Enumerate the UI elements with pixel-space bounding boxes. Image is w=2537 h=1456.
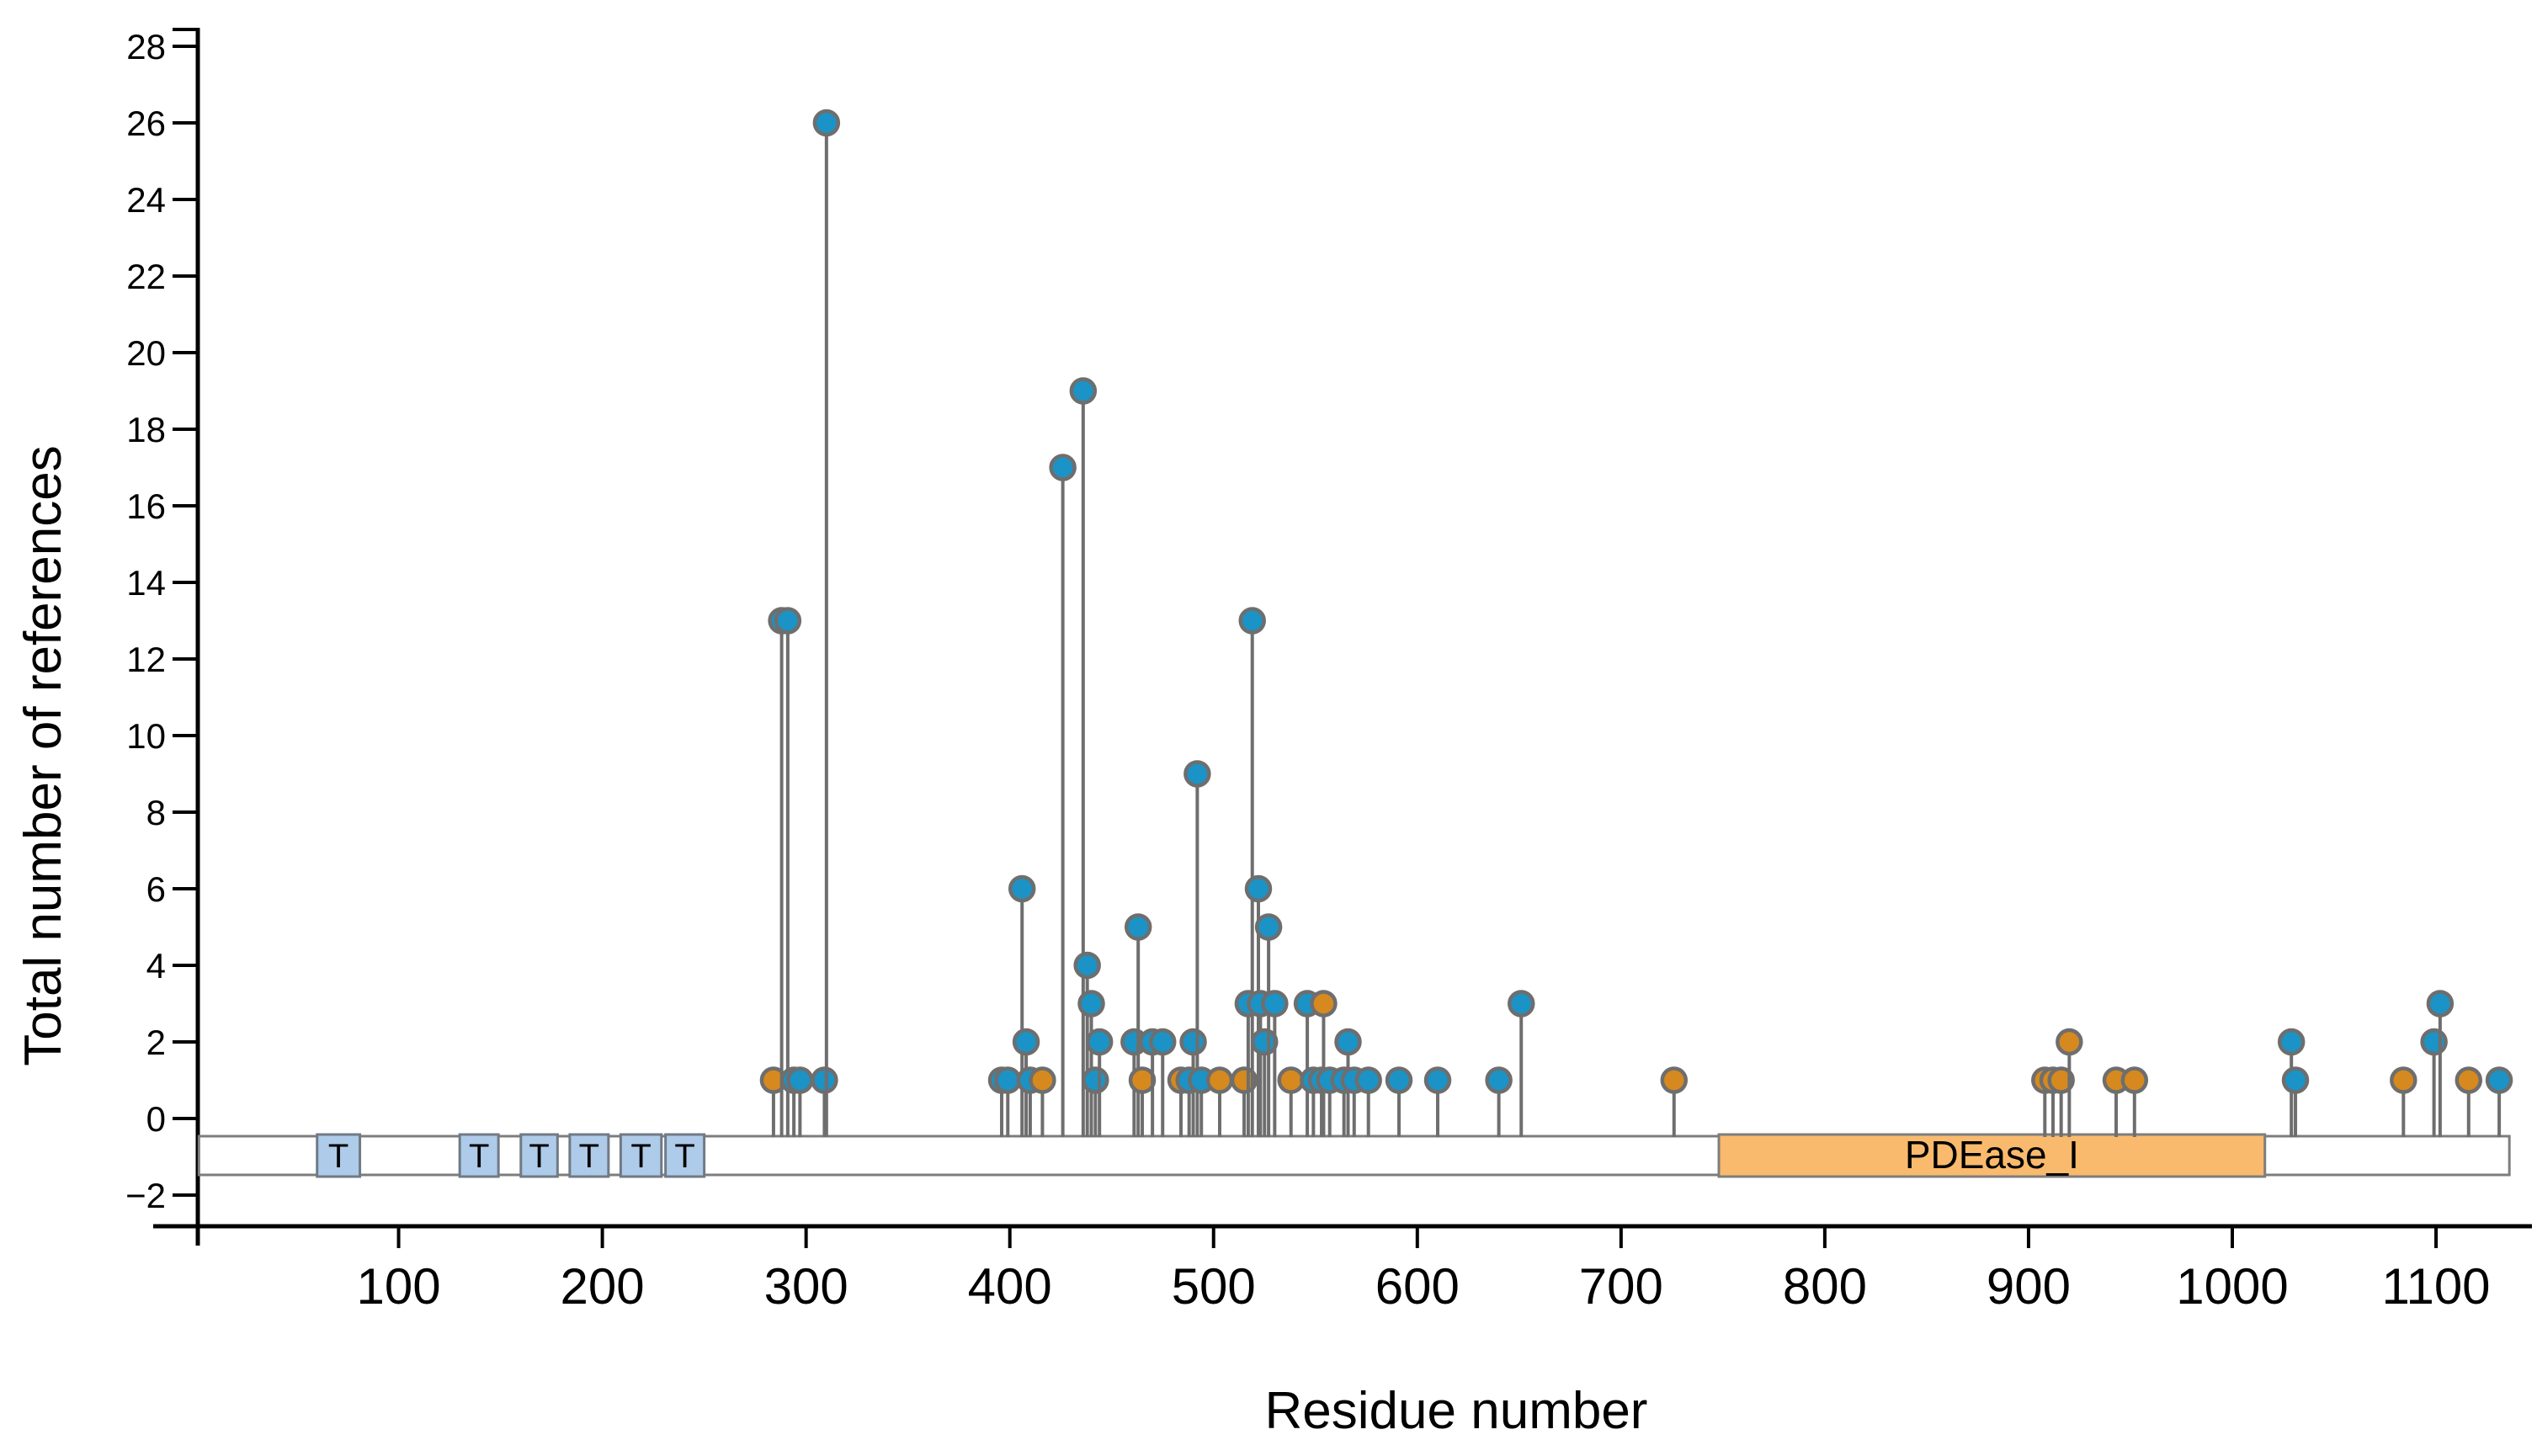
mutation-dot[interactable] xyxy=(2390,1066,2417,1094)
mutation-dot[interactable] xyxy=(1077,990,1105,1018)
mutation-dot[interactable] xyxy=(1310,990,1338,1018)
mutation-dot[interactable] xyxy=(1230,1066,1258,1094)
y-tick-label: 26 xyxy=(126,104,166,143)
domain-box-pdease[interactable] xyxy=(1717,1133,2267,1178)
x-tick-label: 1000 xyxy=(2176,1258,2288,1315)
x-tick-label: 500 xyxy=(1172,1258,1256,1315)
mutation-dot[interactable] xyxy=(994,1066,1022,1094)
mutation-dot[interactable] xyxy=(1049,454,1077,481)
domain-box-t-label: T xyxy=(674,1138,694,1175)
y-axis-title: Total number of references xyxy=(14,445,72,1066)
x-tick-label: 100 xyxy=(356,1258,440,1315)
domain-box-t[interactable] xyxy=(519,1133,559,1178)
x-tick-label: 900 xyxy=(1987,1258,2071,1315)
mutation-dot[interactable] xyxy=(2485,1066,2513,1094)
mutation-dot[interactable] xyxy=(774,607,802,635)
mutation-dot[interactable] xyxy=(1205,1066,1234,1094)
mutation-dot[interactable] xyxy=(2420,1028,2448,1056)
mutation-dot[interactable] xyxy=(1012,1028,1040,1056)
domain-box-t[interactable] xyxy=(619,1133,663,1178)
mutation-dot[interactable] xyxy=(1277,1066,1305,1094)
mutation-dot[interactable] xyxy=(1334,1028,1362,1056)
y-tick-label: 22 xyxy=(126,257,166,296)
mutation-dot[interactable] xyxy=(1244,874,1273,903)
mutation-dot[interactable] xyxy=(811,1066,838,1094)
mutation-dot[interactable] xyxy=(2047,1066,2075,1094)
y-tick-label: 18 xyxy=(126,410,166,449)
mutation-dot[interactable] xyxy=(1485,1066,1513,1094)
mutation-dot[interactable] xyxy=(1251,1028,1279,1056)
mutation-dot[interactable] xyxy=(1507,990,1535,1018)
y-tick-label: 16 xyxy=(126,486,166,526)
mutation-dot[interactable] xyxy=(1069,377,1098,405)
domain-box-t-label: T xyxy=(529,1138,549,1175)
mutation-dot[interactable] xyxy=(1183,760,1211,788)
mutation-dot[interactable] xyxy=(812,109,841,137)
y-tick-label: 20 xyxy=(126,333,166,373)
mutation-dot[interactable] xyxy=(1423,1066,1452,1094)
mutation-dot[interactable] xyxy=(1029,1066,1056,1094)
x-tick-label: 600 xyxy=(1375,1258,1460,1315)
domain-box-t[interactable] xyxy=(664,1133,706,1178)
x-tick-label: 400 xyxy=(968,1258,1052,1315)
mutation-dot[interactable] xyxy=(2455,1066,2483,1094)
y-tick-label: 0 xyxy=(146,1099,166,1139)
x-tick-label: 700 xyxy=(1579,1258,1663,1315)
mutation-dot[interactable] xyxy=(2277,1028,2306,1056)
mutation-dot[interactable] xyxy=(1179,1028,1207,1056)
mutation-dot[interactable] xyxy=(1085,1028,1114,1056)
y-tick-label: 28 xyxy=(126,27,166,66)
mutation-dot[interactable] xyxy=(2281,1066,2310,1094)
domain-box-t-label: T xyxy=(469,1138,489,1175)
domain-box-t-label: T xyxy=(328,1138,348,1175)
mutation-dot[interactable] xyxy=(1148,1028,1177,1056)
y-tick-label: 4 xyxy=(146,946,166,986)
mutation-dot[interactable] xyxy=(1254,913,1283,941)
mutation-dot[interactable] xyxy=(1354,1066,1382,1094)
y-tick-label: 6 xyxy=(146,869,166,909)
y-tick-label: 24 xyxy=(126,180,166,220)
mutation-dot[interactable] xyxy=(1073,951,1101,980)
y-tick-label: 8 xyxy=(146,793,166,832)
mutation-dot[interactable] xyxy=(2120,1066,2149,1094)
mutation-dot[interactable] xyxy=(1385,1066,1413,1094)
mutation-dot[interactable] xyxy=(1238,607,1266,635)
domain-box-t[interactable] xyxy=(458,1133,500,1178)
x-tick-label: 800 xyxy=(1783,1258,1867,1315)
x-tick-label: 300 xyxy=(764,1258,848,1315)
mutation-dot[interactable] xyxy=(1128,1066,1157,1094)
x-tick-label: 200 xyxy=(561,1258,645,1315)
mutation-dot[interactable] xyxy=(1124,913,1152,941)
mutation-dot[interactable] xyxy=(1261,990,1289,1018)
mutation-dot[interactable] xyxy=(2056,1028,2083,1056)
domain-box-t-label: T xyxy=(579,1138,599,1175)
y-tick-label: 10 xyxy=(126,716,166,756)
x-axis-title: Residue number xyxy=(1265,1382,1648,1440)
y-tick-label: −2 xyxy=(125,1176,166,1215)
y-tick-label: 2 xyxy=(146,1023,166,1062)
domain-box-t-label: T xyxy=(630,1138,651,1175)
x-tick-label: 1100 xyxy=(2382,1258,2491,1315)
domain-box-t[interactable] xyxy=(568,1133,610,1178)
mutation-dot[interactable] xyxy=(2426,990,2455,1018)
mutation-dot[interactable] xyxy=(786,1066,814,1094)
y-tick-label: 14 xyxy=(126,563,166,603)
mutation-dot[interactable] xyxy=(1082,1066,1109,1094)
y-tick-label: 12 xyxy=(126,640,166,679)
mutation-dot[interactable] xyxy=(1008,874,1036,903)
domain-box-t[interactable] xyxy=(316,1133,362,1178)
domain-box-pdease-label: PDEase_I xyxy=(1905,1133,2079,1177)
mutation-dot[interactable] xyxy=(1660,1066,1689,1094)
